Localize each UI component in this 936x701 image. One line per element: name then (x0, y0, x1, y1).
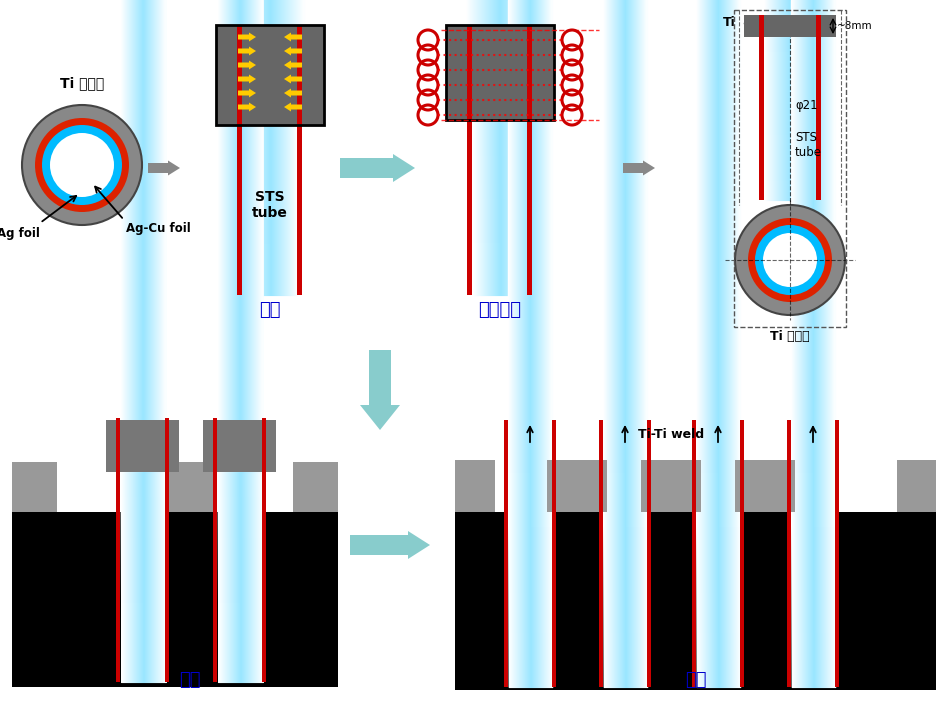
FancyArrow shape (238, 46, 256, 55)
Text: Ag-Cu foil: Ag-Cu foil (125, 222, 191, 235)
FancyArrow shape (238, 60, 256, 69)
Text: φ21: φ21 (794, 99, 817, 111)
Bar (834, 420, 838, 687)
Bar (758, 15, 763, 200)
Bar (12, 462, 57, 512)
Text: STS
tube: STS tube (252, 190, 287, 220)
Bar (216, 25, 324, 125)
Bar (896, 460, 936, 512)
Bar (446, 25, 553, 120)
Text: Ti 슬리브: Ti 슬리브 (769, 330, 809, 343)
Bar (166, 418, 169, 682)
FancyArrow shape (284, 88, 301, 97)
Circle shape (734, 205, 844, 315)
Bar (262, 420, 266, 472)
FancyArrow shape (238, 102, 256, 111)
Text: Ti-Ti weld: Ti-Ti weld (637, 428, 704, 442)
Text: Ti: Ti (722, 17, 735, 29)
Bar (743, 15, 835, 37)
FancyArrow shape (148, 161, 180, 175)
FancyArrow shape (622, 161, 654, 175)
Circle shape (762, 233, 816, 287)
Bar (733, 10, 845, 327)
Bar (735, 460, 795, 512)
FancyArrow shape (284, 46, 301, 55)
Text: Ag foil: Ag foil (0, 227, 40, 240)
Circle shape (50, 133, 114, 197)
Bar (116, 418, 121, 682)
Circle shape (754, 225, 824, 295)
Bar (116, 420, 121, 472)
Bar (166, 420, 169, 472)
FancyArrow shape (238, 74, 256, 83)
Bar (739, 420, 743, 687)
Bar (641, 460, 701, 512)
Circle shape (22, 105, 142, 225)
Bar (446, 25, 553, 120)
Bar (216, 25, 324, 125)
FancyArrow shape (284, 102, 301, 111)
FancyArrow shape (350, 531, 430, 559)
Bar (551, 420, 555, 687)
Bar (293, 462, 338, 512)
Bar (815, 15, 820, 37)
Circle shape (747, 218, 831, 302)
Text: Ti 슬리브: Ti 슬리브 (60, 76, 104, 90)
Bar (203, 420, 276, 472)
Bar (547, 460, 607, 512)
Text: STS
tube: STS tube (794, 131, 821, 159)
Circle shape (35, 118, 129, 212)
Bar (786, 420, 790, 687)
Bar (12, 512, 338, 687)
Bar (298, 125, 302, 295)
Text: 삽입: 삽입 (179, 671, 200, 689)
Bar (692, 420, 695, 687)
Circle shape (42, 125, 122, 205)
FancyArrow shape (232, 432, 248, 457)
Bar (213, 420, 217, 472)
Bar (467, 25, 472, 120)
Bar (237, 125, 242, 295)
Bar (758, 15, 763, 37)
Bar (107, 420, 180, 472)
Bar (237, 25, 242, 125)
Bar (815, 15, 820, 200)
Text: ~8mm: ~8mm (836, 21, 871, 31)
Bar (455, 512, 936, 690)
FancyArrow shape (238, 88, 256, 97)
Bar (527, 120, 532, 295)
FancyArrow shape (284, 60, 301, 69)
FancyArrow shape (340, 154, 415, 182)
Bar (504, 420, 507, 687)
Text: 고상접합: 고상접합 (478, 301, 521, 319)
Bar (213, 418, 217, 682)
Bar (467, 120, 472, 295)
Bar (298, 25, 302, 125)
Bar (527, 25, 532, 120)
Bar (167, 462, 216, 512)
Bar (455, 460, 494, 512)
FancyArrow shape (284, 32, 301, 41)
Bar (262, 418, 266, 682)
FancyArrow shape (359, 350, 400, 430)
Bar (647, 420, 651, 687)
FancyArrow shape (284, 74, 301, 83)
Bar (598, 420, 603, 687)
Text: 확관: 확관 (259, 301, 281, 319)
FancyArrow shape (135, 432, 151, 457)
Text: 용접: 용접 (684, 671, 706, 689)
FancyArrow shape (238, 32, 256, 41)
